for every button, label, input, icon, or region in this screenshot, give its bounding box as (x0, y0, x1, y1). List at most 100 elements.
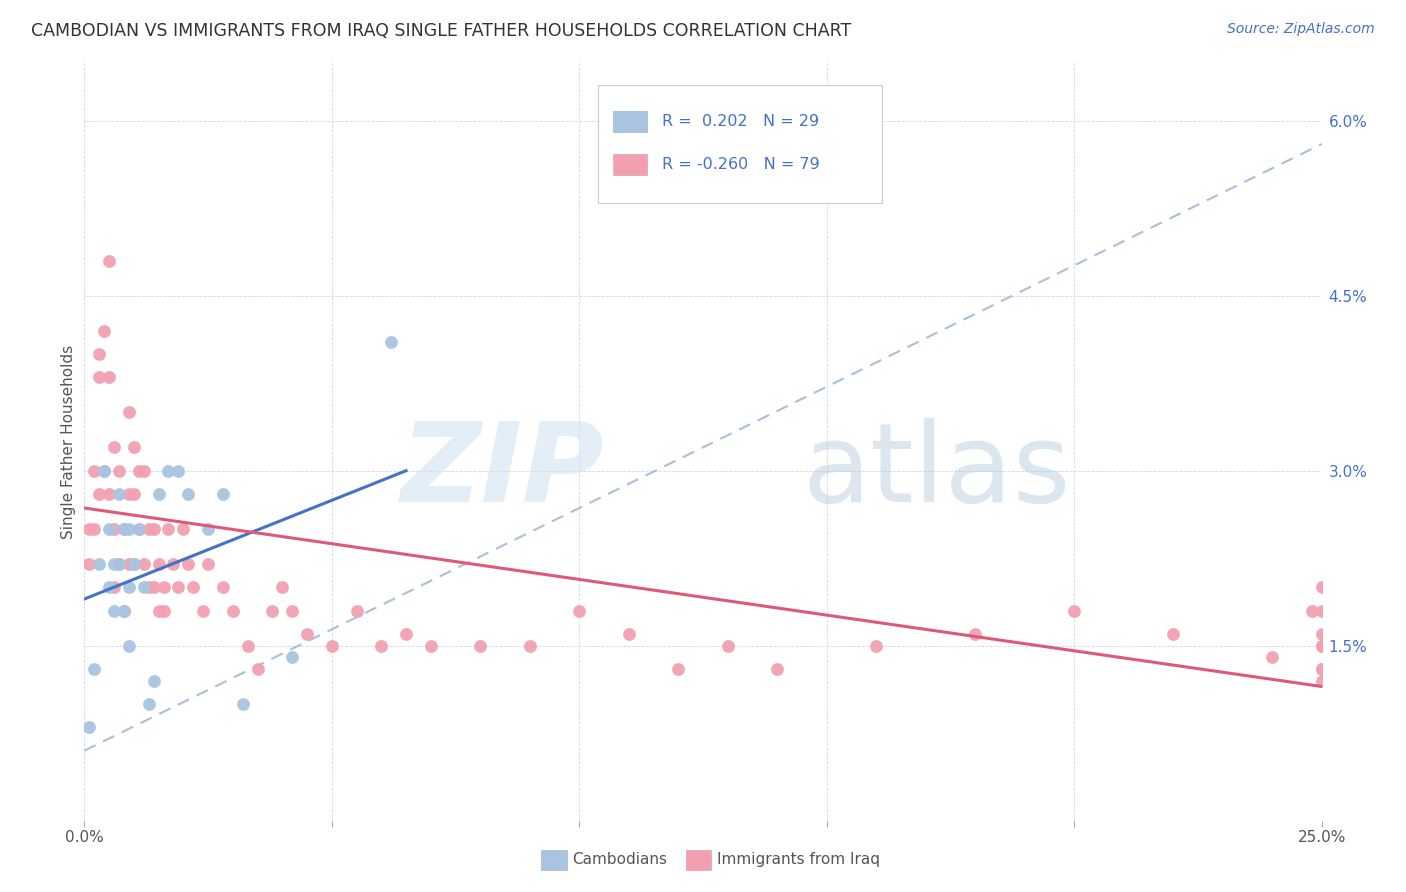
Point (83, 464, 105, 478)
Point (167, 580, 190, 594)
Point (380, 335, 402, 350)
Point (108, 464, 131, 478)
Point (98, 253, 121, 268)
Point (148, 604, 170, 618)
Point (177, 487, 200, 501)
Point (128, 522, 150, 536)
Point (98, 580, 121, 594)
Point (142, 673, 165, 688)
Point (132, 580, 155, 594)
Point (1301, 604, 1323, 618)
Point (965, 627, 987, 641)
Point (1261, 650, 1284, 665)
Point (89, 487, 111, 501)
Point (246, 662, 269, 676)
Point (89, 347, 111, 361)
Point (1310, 673, 1333, 688)
Point (1310, 580, 1333, 594)
Point (766, 662, 789, 676)
Point (666, 662, 689, 676)
Point (118, 487, 141, 501)
Point (83, 662, 105, 676)
FancyBboxPatch shape (613, 154, 647, 176)
Point (395, 627, 418, 641)
Point (1063, 604, 1085, 618)
Point (122, 441, 145, 455)
Point (519, 639, 541, 653)
Text: CAMBODIAN VS IMMIGRANTS FROM IRAQ SINGLE FATHER HOUSEHOLDS CORRELATION CHART: CAMBODIAN VS IMMIGRANTS FROM IRAQ SINGLE… (31, 22, 851, 40)
Point (89, 557, 111, 571)
Point (1310, 627, 1333, 641)
Point (167, 464, 190, 478)
Point (271, 580, 294, 594)
Point (112, 604, 135, 618)
Point (295, 627, 318, 641)
Point (346, 604, 368, 618)
Text: R =  0.202   N = 29: R = 0.202 N = 29 (662, 114, 820, 129)
FancyBboxPatch shape (598, 85, 883, 202)
Point (148, 487, 170, 501)
Point (122, 557, 145, 571)
Point (138, 697, 160, 711)
Point (93, 324, 115, 338)
Point (93, 464, 115, 478)
Point (122, 487, 145, 501)
Point (1310, 662, 1333, 676)
Point (148, 557, 170, 571)
Point (118, 405, 141, 419)
Point (122, 557, 145, 571)
Point (222, 604, 245, 618)
Point (281, 604, 304, 618)
Point (419, 639, 441, 653)
Point (112, 522, 135, 536)
Point (191, 604, 214, 618)
Point (262, 604, 284, 618)
Point (232, 697, 254, 711)
Point (118, 639, 141, 653)
Point (617, 627, 640, 641)
Point (98, 370, 121, 384)
Point (132, 557, 155, 571)
Point (108, 557, 131, 571)
Point (93, 464, 115, 478)
Text: Immigrants from Iraq: Immigrants from Iraq (717, 853, 880, 867)
Y-axis label: Single Father Households: Single Father Households (60, 344, 76, 539)
Point (152, 580, 174, 594)
Point (112, 522, 135, 536)
Point (212, 580, 235, 594)
Point (177, 557, 200, 571)
Point (79, 557, 101, 571)
Point (83, 522, 105, 536)
Point (568, 604, 591, 618)
Point (142, 580, 165, 594)
Point (1310, 639, 1333, 653)
Text: ZIP: ZIP (401, 418, 605, 525)
Point (118, 557, 141, 571)
Point (1310, 662, 1333, 676)
Point (865, 639, 887, 653)
Point (103, 580, 125, 594)
Point (157, 464, 180, 478)
Point (132, 464, 155, 478)
Point (236, 639, 259, 653)
Text: Cambodians: Cambodians (572, 853, 668, 867)
Point (142, 522, 165, 536)
Text: Source: ZipAtlas.com: Source: ZipAtlas.com (1227, 22, 1375, 37)
Point (103, 441, 125, 455)
FancyBboxPatch shape (613, 111, 647, 132)
Point (103, 604, 125, 618)
Point (470, 639, 492, 653)
Point (128, 522, 150, 536)
Point (197, 522, 219, 536)
Point (98, 487, 121, 501)
Point (89, 370, 111, 384)
Point (1310, 604, 1333, 618)
Point (172, 522, 194, 536)
Point (108, 557, 131, 571)
Point (370, 639, 392, 653)
Point (112, 604, 135, 618)
Point (118, 522, 141, 536)
Point (717, 639, 740, 653)
Point (98, 522, 121, 536)
Point (138, 522, 160, 536)
